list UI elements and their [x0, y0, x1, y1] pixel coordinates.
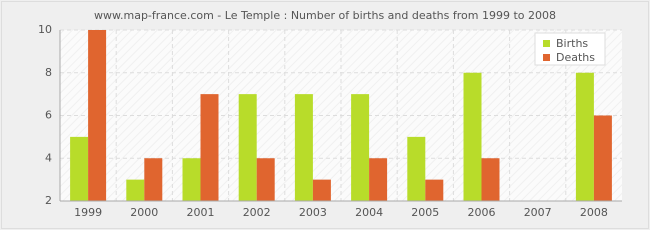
y-tick-label: 4 [45, 151, 52, 164]
legend-swatch [543, 54, 550, 61]
bar [238, 94, 257, 201]
bar [182, 158, 201, 201]
bar [407, 136, 426, 201]
x-tick-label: 2002 [243, 206, 271, 219]
bar [294, 94, 313, 201]
bar [575, 72, 594, 201]
bar [463, 72, 482, 201]
x-tick-label: 2006 [468, 206, 496, 219]
bar [312, 179, 331, 201]
bar [481, 158, 500, 201]
legend-swatch [543, 40, 550, 47]
bar [144, 158, 163, 201]
y-tick-label: 8 [45, 66, 52, 79]
y-tick-label: 2 [45, 194, 52, 207]
legend-label: Births [556, 37, 588, 50]
x-tick-label: 2008 [580, 206, 608, 219]
x-tick-label: 2003 [299, 206, 327, 219]
bar [70, 136, 89, 201]
bar [351, 94, 370, 201]
x-tick-label: 2005 [411, 206, 439, 219]
frame [1, 1, 649, 229]
x-tick-label: 1999 [74, 206, 102, 219]
bar [126, 179, 145, 201]
chart: www.map-france.com - Le Temple : Number … [0, 0, 650, 230]
y-tick-label: 10 [38, 23, 52, 36]
x-tick-label: 2000 [130, 206, 158, 219]
y-tick-label: 6 [45, 109, 52, 122]
bar [200, 94, 219, 201]
x-tick-label: 2004 [355, 206, 383, 219]
legend-label: Deaths [556, 51, 595, 64]
x-tick-label: 2007 [524, 206, 552, 219]
bar [88, 30, 107, 201]
bar [256, 158, 275, 201]
x-tick-label: 2001 [187, 206, 215, 219]
bar [593, 115, 612, 201]
chart-title: www.map-france.com - Le Temple : Number … [94, 9, 556, 22]
bar [369, 158, 388, 201]
bar [425, 179, 444, 201]
